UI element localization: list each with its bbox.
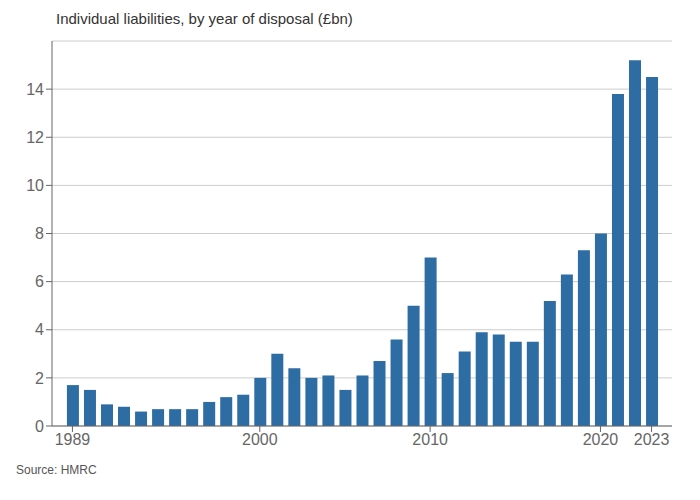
- svg-text:4: 4: [35, 321, 44, 338]
- html-text:Individual liabilities, by yea: Individual liabilities, by year of dispo…: [56, 10, 353, 27]
- svg-text:2020: 2020: [583, 431, 619, 448]
- svg-text:2023: 2023: [634, 431, 670, 448]
- svg-text:10: 10: [26, 177, 44, 194]
- svg-text:6: 6: [35, 273, 44, 290]
- svg-text:2010: 2010: [412, 431, 448, 448]
- svg-text:1989: 1989: [55, 431, 91, 448]
- svg-text:14: 14: [26, 81, 44, 98]
- svg-text:2000: 2000: [242, 431, 278, 448]
- svg-text:12: 12: [26, 129, 44, 146]
- html-text:Source: HMRC: Source: HMRC: [16, 463, 97, 477]
- svg-text:2: 2: [35, 370, 44, 387]
- svg-text:8: 8: [35, 225, 44, 242]
- svg-text:0: 0: [35, 418, 44, 435]
